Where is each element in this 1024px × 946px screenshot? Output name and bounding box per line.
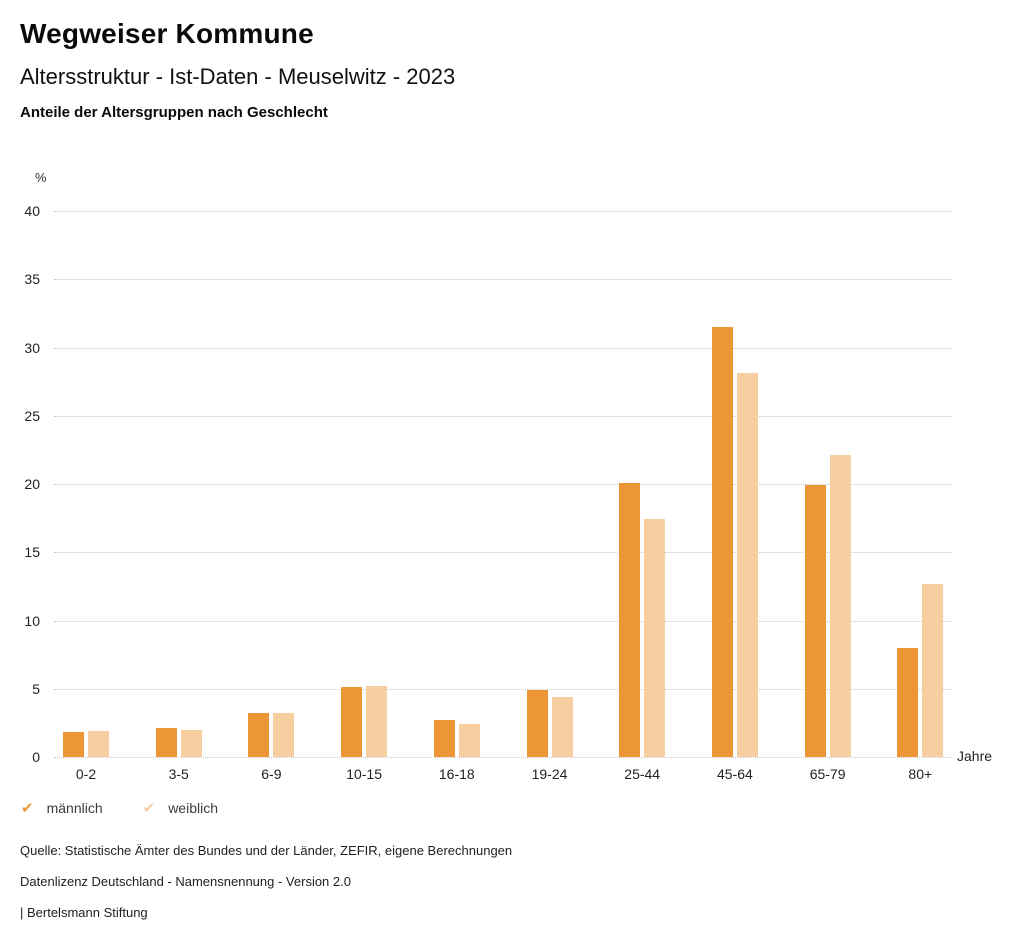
gridline-25 [54,415,952,417]
gridline-0 [54,757,952,758]
check-icon: ✔ [21,798,34,817]
bar-maennlich-45-64[interactable] [711,327,733,757]
y-tick-label-5: 5 [32,680,40,697]
gridline-30 [54,347,952,349]
gridline-10 [54,620,952,622]
bar-weiblich-19-24[interactable] [551,696,573,757]
bar-weiblich-0-2[interactable] [88,731,109,757]
bar-weiblich-45-64[interactable] [736,373,758,757]
y-tick-label-40: 40 [24,203,40,219]
y-tick-label-20: 20 [24,476,40,492]
legend-item-maennlich[interactable]: ✔ männlich [21,800,103,816]
header: Wegweiser Kommune Altersstruktur - Ist-D… [20,18,455,121]
y-tick-label-0: 0 [32,749,40,765]
bar-maennlich-65-79[interactable] [804,485,826,757]
gridline-35 [54,279,952,281]
x-tick-label-25-44: 25-44 [624,766,661,782]
y-tick-label-25: 25 [24,407,40,424]
footer: Quelle: Statistische Ämter des Bundes un… [20,844,512,937]
chart-heading: Anteile der Altersgruppen nach Geschlech… [20,104,328,121]
bar-maennlich-6-9[interactable] [248,713,270,757]
license-note: Datenlizenz Deutschland - Namensnennung … [20,874,351,889]
bar-weiblich-80+[interactable] [922,583,944,757]
x-tick-label-80+: 80+ [908,766,933,782]
x-tick-label-6-9: 6-9 [261,766,282,782]
bar-weiblich-6-9[interactable] [273,713,295,757]
x-tick-label-3-5: 3-5 [168,766,189,782]
x-tick-label-0-2: 0-2 [75,766,97,782]
bar-maennlich-3-5[interactable] [155,728,177,757]
x-tick-label-19-24: 19-24 [531,766,568,782]
gridline-20 [54,484,952,485]
chart-legend: ✔ männlich ✔ weiblich [21,800,218,816]
y-tick-label-15: 15 [24,544,40,561]
legend-item-weiblich[interactable]: ✔ weiblich [143,800,218,816]
bar-maennlich-25-44[interactable] [619,482,641,757]
bar-maennlich-80+[interactable] [897,647,919,757]
gridline-40 [54,211,952,212]
legend-label: männlich [46,800,103,816]
check-icon: ✔ [142,798,156,817]
bar-weiblich-16-18[interactable] [458,724,480,757]
attribution-note: | Bertelsmann Stiftung [20,905,148,920]
bar-weiblich-10-15[interactable] [366,686,388,757]
x-tick-label-16-18: 16-18 [438,766,475,782]
y-tick-label-30: 30 [24,339,40,356]
x-tick-label-45-64: 45-64 [716,766,753,782]
source-note: Quelle: Statistische Ämter des Bundes un… [20,843,513,858]
x-tick-label-65-79: 65-79 [809,766,846,782]
bar-weiblich-3-5[interactable] [180,729,202,757]
y-tick-label-35: 35 [24,271,40,288]
bar-maennlich-0-2[interactable] [63,732,84,757]
x-tick-label-10-15: 10-15 [346,766,382,782]
gridline-15 [54,552,952,554]
bar-maennlich-10-15[interactable] [341,687,363,757]
bar-maennlich-16-18[interactable] [433,720,455,757]
gridline-5 [54,688,952,690]
y-axis-unit-label: % [35,170,47,185]
y-tick-label-10: 10 [24,612,40,629]
legend-label: weiblich [168,800,218,816]
page-title: Altersstruktur - Ist-Daten - Meuselwitz … [20,64,456,89]
bar-weiblich-25-44[interactable] [644,519,666,757]
app-title: Wegweiser Kommune [20,18,314,49]
bar-weiblich-65-79[interactable] [829,455,851,757]
bar-maennlich-19-24[interactable] [526,690,548,757]
x-axis-unit-label: Jahre [957,748,993,764]
